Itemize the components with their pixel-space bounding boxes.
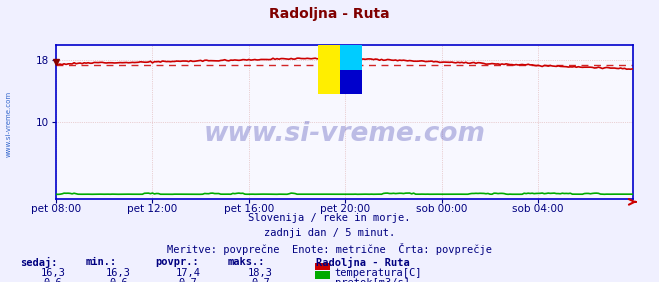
Text: Slovenija / reke in morje.: Slovenija / reke in morje. xyxy=(248,213,411,223)
Text: min.:: min.: xyxy=(86,257,117,267)
Text: Meritve: povprečne  Enote: metrične  Črta: povprečje: Meritve: povprečne Enote: metrične Črta:… xyxy=(167,243,492,255)
Text: maks.:: maks.: xyxy=(227,257,265,267)
Text: 16,3: 16,3 xyxy=(40,268,65,278)
Text: www.si-vreme.com: www.si-vreme.com xyxy=(5,91,11,157)
Text: zadnji dan / 5 minut.: zadnji dan / 5 minut. xyxy=(264,228,395,238)
Text: 16,3: 16,3 xyxy=(106,268,131,278)
Text: 18,3: 18,3 xyxy=(248,268,273,278)
Text: pretok[m3/s]: pretok[m3/s] xyxy=(335,278,410,282)
Bar xyxy=(340,70,362,94)
Text: Radoljna - Ruta: Radoljna - Ruta xyxy=(269,7,390,21)
Bar xyxy=(340,45,362,70)
Text: www.si-vreme.com: www.si-vreme.com xyxy=(204,121,485,147)
Text: 0,7: 0,7 xyxy=(179,278,197,282)
Text: 0,7: 0,7 xyxy=(251,278,270,282)
Text: Radoljna - Ruta: Radoljna - Ruta xyxy=(316,257,410,268)
Text: 17,4: 17,4 xyxy=(175,268,200,278)
Text: sedaj:: sedaj: xyxy=(20,257,57,268)
Bar xyxy=(318,45,340,94)
Text: temperatura[C]: temperatura[C] xyxy=(335,268,422,278)
Text: 0,6: 0,6 xyxy=(109,278,128,282)
Text: 0,6: 0,6 xyxy=(43,278,62,282)
Text: povpr.:: povpr.: xyxy=(155,257,198,267)
